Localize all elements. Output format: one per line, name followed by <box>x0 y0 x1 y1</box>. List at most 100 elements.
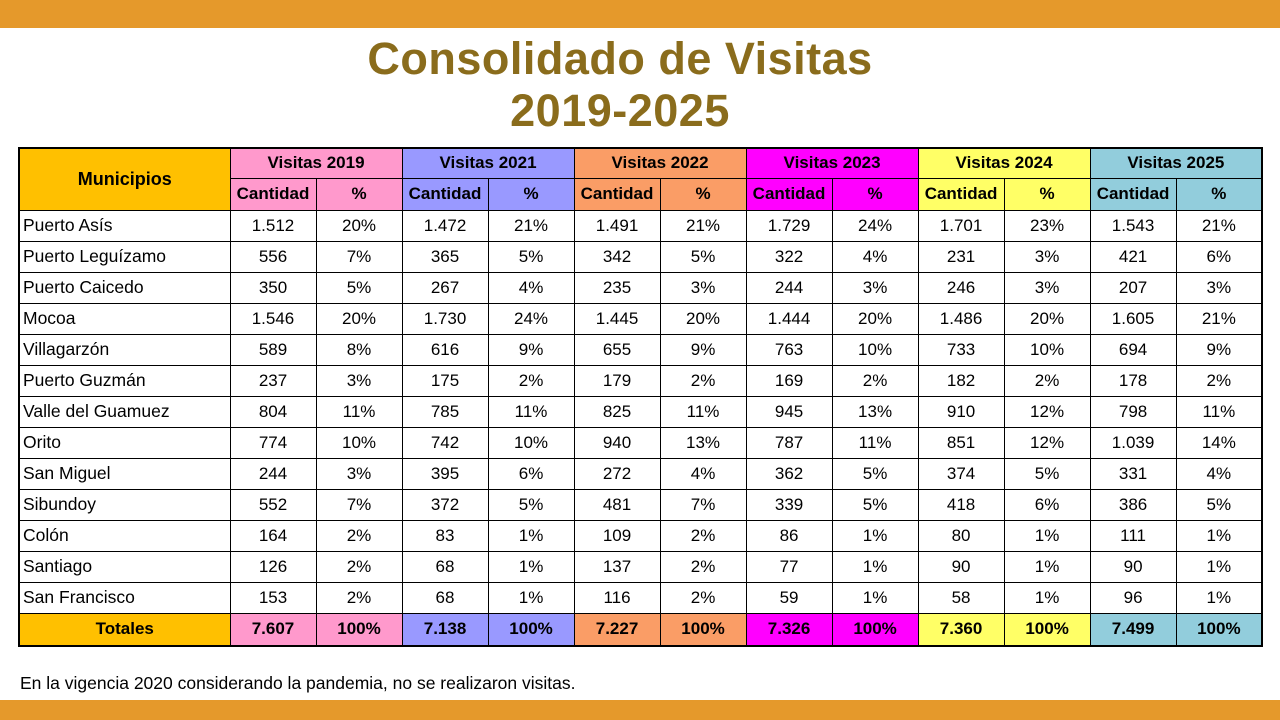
value-cell: 350 <box>229 271 317 304</box>
municipality-name-cell: Villagarzón <box>18 333 231 366</box>
value-cell: 589 <box>229 333 317 366</box>
cantidad-header: Cantidad <box>573 177 661 211</box>
municipality-name-cell: San Miguel <box>18 457 231 490</box>
value-cell: 365 <box>401 240 489 273</box>
table-row: Sibundoy 552 7% 372 5% 481 7% 339 5% 418 6% 386 5% <box>18 488 1263 521</box>
value-cell: 798 <box>1089 395 1177 428</box>
value-cell: 733 <box>917 333 1005 366</box>
table-row: Puerto Leguízamo 556 7% 365 5% 342 5% 322 4% 231 3… <box>18 240 1263 273</box>
municipios-header: Municipios <box>18 147 231 211</box>
visits-table-container: Municipios Visitas 2019 Visitas 2021 Visita… <box>18 147 1264 647</box>
year-header: Visitas 2025 <box>1089 147 1263 179</box>
table-row: Santiago 126 2% 68 1% 137 2% 77 1% 90 1% 90 1% <box>18 550 1263 583</box>
value-cell: 13% <box>831 395 919 428</box>
percent-header: % <box>1175 177 1263 211</box>
value-cell: 58 <box>917 581 1005 614</box>
value-cell: 24% <box>831 209 919 242</box>
totals-value-cell: 100% <box>1003 612 1091 647</box>
value-cell: 8% <box>315 333 403 366</box>
value-cell: 20% <box>1003 302 1091 335</box>
table-row: San Francisco 153 2% 68 1% 116 2% 59 1% 58 1% 96 1% <box>18 581 1263 614</box>
value-cell: 1.605 <box>1089 302 1177 335</box>
value-cell: 1% <box>1175 581 1263 614</box>
value-cell: 342 <box>573 240 661 273</box>
value-cell: 1.491 <box>573 209 661 242</box>
value-cell: 237 <box>229 364 317 397</box>
municipality-name-cell: Puerto Caicedo <box>18 271 231 304</box>
municipality-name-cell: Santiago <box>18 550 231 583</box>
value-cell: 1% <box>487 519 575 552</box>
value-cell: 6% <box>1175 240 1263 273</box>
table-row: Puerto Caicedo 350 5% 267 4% 235 3% 244 3% 246 3% 2… <box>18 271 1263 304</box>
value-cell: 21% <box>659 209 747 242</box>
value-cell: 1.472 <box>401 209 489 242</box>
value-cell: 3% <box>1003 240 1091 273</box>
municipality-name-cell: Colón <box>18 519 231 552</box>
municipality-name-cell: Puerto Asís <box>18 209 231 242</box>
value-cell: 2% <box>487 364 575 397</box>
value-cell: 267 <box>401 271 489 304</box>
totals-value-cell: 100% <box>659 612 747 647</box>
value-cell: 1.512 <box>229 209 317 242</box>
value-cell: 11% <box>315 395 403 428</box>
value-cell: 11% <box>1175 395 1263 428</box>
value-cell: 59 <box>745 581 833 614</box>
value-cell: 9% <box>659 333 747 366</box>
cantidad-header: Cantidad <box>1089 177 1177 211</box>
value-cell: 5% <box>831 457 919 490</box>
value-cell: 5% <box>1003 457 1091 490</box>
year-header: Visitas 2022 <box>573 147 747 179</box>
value-cell: 5% <box>487 240 575 273</box>
value-cell: 11% <box>659 395 747 428</box>
value-cell: 3% <box>315 457 403 490</box>
visits-table: Municipios Visitas 2019 Visitas 2021 Visita… <box>18 147 1264 647</box>
table-foot: Totales 7.607 100% 7.138 100% 7.227 100% 7.326 1… <box>18 612 1263 647</box>
value-cell: 910 <box>917 395 1005 428</box>
value-cell: 1% <box>1003 519 1091 552</box>
value-cell: 7% <box>315 488 403 521</box>
value-cell: 1.039 <box>1089 426 1177 459</box>
value-cell: 1.486 <box>917 302 1005 335</box>
value-cell: 7% <box>315 240 403 273</box>
municipality-name-cell: Mocoa <box>18 302 231 335</box>
value-cell: 164 <box>229 519 317 552</box>
value-cell: 3% <box>1175 271 1263 304</box>
value-cell: 386 <box>1089 488 1177 521</box>
value-cell: 68 <box>401 581 489 614</box>
value-cell: 11% <box>831 426 919 459</box>
cantidad-header: Cantidad <box>229 177 317 211</box>
value-cell: 80 <box>917 519 1005 552</box>
value-cell: 362 <box>745 457 833 490</box>
value-cell: 20% <box>831 302 919 335</box>
value-cell: 7% <box>659 488 747 521</box>
value-cell: 21% <box>1175 209 1263 242</box>
value-cell: 322 <box>745 240 833 273</box>
value-cell: 10% <box>831 333 919 366</box>
totals-value-cell: 100% <box>315 612 403 647</box>
value-cell: 244 <box>745 271 833 304</box>
value-cell: 6% <box>487 457 575 490</box>
value-cell: 1% <box>1175 550 1263 583</box>
municipality-name-cell: Puerto Guzmán <box>18 364 231 397</box>
percent-header: % <box>487 177 575 211</box>
value-cell: 1% <box>1003 550 1091 583</box>
value-cell: 395 <box>401 457 489 490</box>
page-title-line2: 2019-2025 <box>510 84 730 136</box>
value-cell: 4% <box>1175 457 1263 490</box>
value-cell: 272 <box>573 457 661 490</box>
totals-value-cell: 7.360 <box>917 612 1005 647</box>
value-cell: 20% <box>659 302 747 335</box>
value-cell: 5% <box>315 271 403 304</box>
percent-header: % <box>315 177 403 211</box>
value-cell: 13% <box>659 426 747 459</box>
value-cell: 207 <box>1089 271 1177 304</box>
value-cell: 1% <box>487 581 575 614</box>
totals-label-cell: Totales <box>18 612 231 647</box>
totals-value-cell: 7.499 <box>1089 612 1177 647</box>
value-cell: 2% <box>831 364 919 397</box>
year-header: Visitas 2023 <box>745 147 919 179</box>
value-cell: 2% <box>659 364 747 397</box>
table-row: Mocoa 1.546 20% 1.730 24% 1.445 20% 1.444 20% 1.4… <box>18 302 1263 335</box>
table-row: Puerto Guzmán 237 3% 175 2% 179 2% 169 2% 182 2% 17… <box>18 364 1263 397</box>
municipality-name-cell: Valle del Guamuez <box>18 395 231 428</box>
